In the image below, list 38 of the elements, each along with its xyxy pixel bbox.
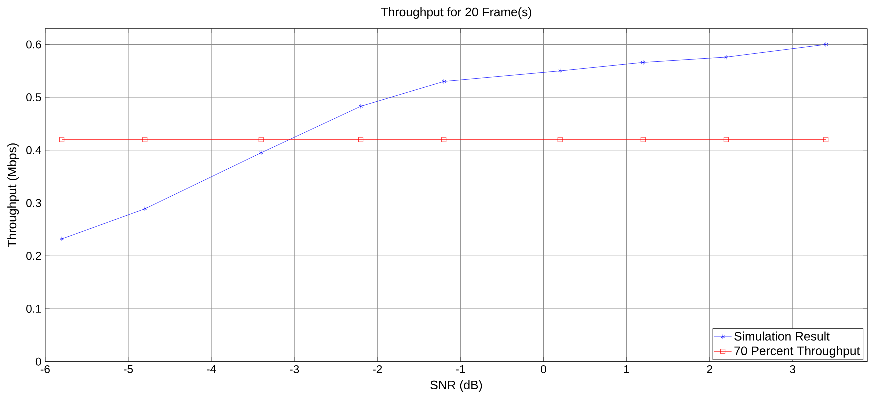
point (558, 68, 563, 74)
y-tick-label: 0.4 (26, 146, 42, 155)
x-tick-label: -2 (373, 366, 382, 374)
x-tick-label: -1 (456, 366, 466, 374)
chart-title: Throughput for 20 Frame(s) (381, 8, 532, 20)
point (142, 138, 148, 143)
x-tick-label: -3 (290, 366, 300, 374)
y-tick-label: 0.6 (26, 40, 42, 49)
x-tick-label: 0 (541, 366, 546, 374)
y-tick-label: 0.3 (26, 199, 42, 208)
point (640, 138, 646, 143)
x-tick-label: 2 (707, 366, 712, 374)
y-tick-label: 0 (36, 358, 42, 366)
x-tick-label: -5 (124, 366, 134, 374)
legend-label: Simulation Result (734, 332, 830, 342)
point (442, 79, 446, 84)
point (558, 138, 563, 143)
point (258, 138, 264, 143)
y-axis-title: Throughput (Mbps) (8, 144, 20, 248)
point (824, 138, 829, 143)
point (724, 138, 729, 143)
point (142, 206, 148, 212)
point (724, 55, 729, 60)
x-axis-title: SNR (dB) (430, 380, 482, 392)
legend-label: 70 Percent Throughput (734, 346, 860, 358)
point (442, 138, 447, 143)
point (358, 138, 364, 143)
point (60, 138, 65, 143)
point (358, 104, 364, 110)
x-tick-label: -6 (40, 366, 50, 374)
y-tick-label: 0.2 (26, 252, 42, 260)
x-tick-label: -4 (207, 366, 216, 374)
point (641, 60, 646, 66)
y-tick-label: 0.5 (26, 94, 42, 102)
y-tick-label: 0.1 (26, 305, 42, 314)
x-tick-label: 1 (624, 366, 630, 374)
point (259, 150, 264, 156)
x-tick-label: 3 (790, 366, 796, 374)
